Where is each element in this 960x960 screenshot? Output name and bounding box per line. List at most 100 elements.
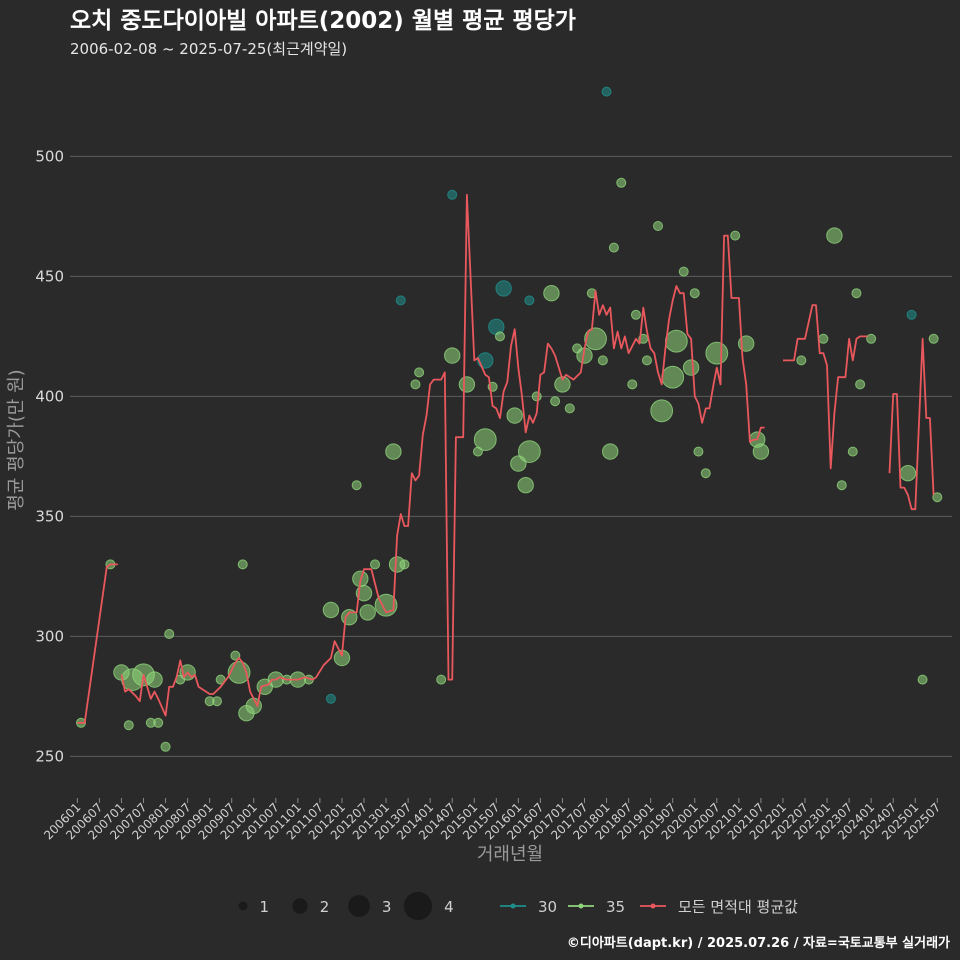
data-point [602,443,619,460]
data-point [495,280,512,297]
data-point [630,309,641,320]
data-point [351,480,362,491]
data-point [395,295,406,306]
data-point [414,367,425,378]
data-point [517,477,534,494]
data-point [237,559,248,570]
data-point [693,446,704,457]
legend-color-label: 모든 면적대 평균값 [678,898,798,916]
legend-size-label: 4 [444,898,454,916]
legend-size-label: 3 [382,898,392,916]
data-point [123,720,134,731]
data-point [494,331,505,342]
chart-subtitle: 2006-02-08 ~ 2025-07-25(최근계약일) [70,40,347,58]
data-point [866,333,877,344]
data-point [447,189,458,200]
data-point [436,674,447,685]
legend-color-dot [650,903,656,909]
data-point [650,399,674,423]
data-point [906,309,917,320]
average-line-segment [888,337,935,511]
data-point [664,329,688,353]
legend-size-label: 1 [260,898,270,916]
data-point [682,359,700,376]
data-point [212,696,222,707]
caption: ©디아파트(dapt.kr) / 2025.07.26 / 자료=국토교통부 실… [567,935,950,951]
y-tick-label: 400 [35,387,64,405]
legend-size-key [348,895,370,917]
data-point [524,295,535,306]
data-point [531,391,542,402]
data-point [847,446,858,457]
data-point [322,601,340,619]
legend-size-key [403,891,433,921]
data-point [153,717,164,728]
y-tick-label: 350 [35,507,64,525]
data-point [705,341,729,365]
data-point [164,629,175,639]
data-point [584,327,607,351]
y-axis-tick-labels: 250 300 350 400 450 500 [35,147,64,765]
data-point [678,266,689,277]
data-point [608,242,619,253]
y-tick-label: 500 [35,147,64,165]
data-point [917,674,928,685]
data-point [473,428,497,452]
x-axis-title: 거래년월 [477,844,543,865]
legend-color-dot [578,903,584,909]
data-point [506,407,523,424]
y-tick-label: 450 [35,267,64,285]
legend-size-key [292,898,308,914]
legend-color-dot [510,903,516,909]
average-line [77,193,935,724]
data-point [851,288,862,299]
y-tick-label: 300 [35,627,64,645]
data-point [359,604,376,621]
data-point [932,492,943,503]
data-point [370,559,381,570]
legend-color-label: 35 [606,898,625,916]
data-point [730,230,741,241]
data-point [543,285,560,302]
data-point [826,227,843,244]
data-point [146,671,163,688]
chart-title: 오치 중도다이아빌 아파트(2002) 월별 평균 평당가 [70,8,576,34]
data-point [928,333,939,344]
data-point [653,221,663,231]
data-point [661,365,685,389]
data-point [689,288,700,299]
data-point [564,403,575,414]
data-point [444,347,461,364]
data-point [752,443,770,460]
legend: 1 2 3 4 30 35 모든 면적대 평균값 [238,891,798,921]
data-point [458,376,476,393]
data-point [796,355,807,366]
data-point [160,741,171,752]
data-point [399,559,410,570]
data-point [385,443,402,460]
data-point [601,86,612,97]
data-point [230,650,241,661]
legend-size-label: 2 [320,898,330,916]
legend-color-label: 30 [538,898,557,916]
data-point [597,355,608,366]
data-point [616,177,627,188]
legend-size-key [238,901,248,911]
data-point [700,468,711,479]
y-axis-title: 평균 평당가(만 원) [6,369,27,510]
data-point [836,480,847,491]
data-point [627,379,638,390]
data-points [76,86,943,752]
data-point [855,379,866,390]
y-tick-label: 250 [35,747,64,765]
grid-lines [70,155,952,757]
data-point [641,355,652,366]
average-line-segment [77,563,118,724]
x-axis-tick-labels: 2006012006072007012007072008012008072009… [41,798,943,843]
data-point [550,396,561,407]
data-point [899,465,917,482]
average-line-segment [120,193,765,717]
data-point [325,693,336,704]
